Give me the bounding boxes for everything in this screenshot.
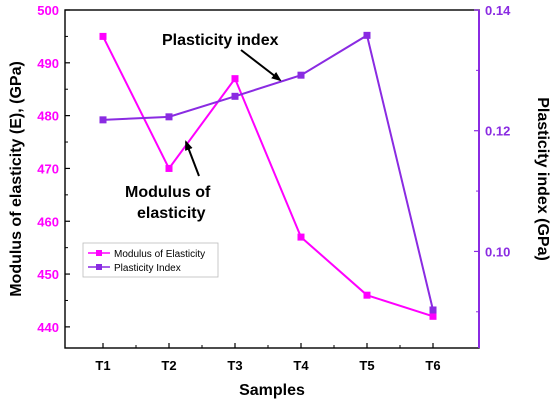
x-axis-title: Samples [239, 382, 305, 399]
modulus-of-elasticity-point [363, 291, 371, 299]
legend-marker-modulus [96, 250, 102, 256]
left-axis-title: Modulus of elasticity (E), (GPa) [8, 61, 25, 297]
right-axis-title: Plasticity index (GPa) [534, 97, 550, 261]
x-axis-ticks: T1 T2 T3 T4 T5 T6 [95, 343, 441, 373]
x-tick-label: T5 [359, 358, 374, 373]
left-tick-label: 450 [37, 267, 59, 282]
modulus-annotation-line-2: elasticity [137, 205, 206, 222]
plasticity-index-line [102, 33, 434, 311]
plot-frame [64, 9, 480, 349]
plasticity-index-point [231, 92, 239, 100]
x-tick-label: T1 [95, 358, 110, 373]
modulus-arrow [185, 140, 200, 177]
x-tick-label: T6 [425, 358, 440, 373]
left-tick-label: 470 [37, 161, 59, 176]
plasticity-index-point [429, 306, 437, 314]
legend-label-modulus: Modulus of Elasticity [114, 249, 205, 260]
plasticity-index-point [297, 71, 305, 79]
x-tick-label: T4 [293, 358, 309, 373]
modulus-annotation-line-1: Modulus of [125, 184, 211, 201]
legend-label-plasticity: Plasticity Index [114, 263, 181, 274]
modulus-of-elasticity-point [99, 32, 107, 40]
left-tick-label: 490 [37, 56, 59, 71]
plasticity-index-point [165, 113, 173, 121]
x-tick-label: T2 [161, 358, 176, 373]
legend: Modulus of Elasticity Plasticity Index [82, 242, 219, 278]
right-axis-ticks: 0.10 0.12 0.14 [474, 3, 511, 313]
right-tick-label: 0.12 [485, 124, 510, 139]
plasticity-index-annotation: Plasticity index [162, 32, 279, 49]
x-tick-label: T3 [227, 358, 242, 373]
left-tick-label: 480 [37, 109, 59, 124]
left-tick-label: 460 [37, 214, 59, 229]
plasticity-index-point [363, 31, 371, 39]
modulus-of-elasticity-point [231, 75, 239, 83]
plasticity-index-arrow [240, 49, 282, 82]
left-tick-label: 500 [37, 3, 59, 18]
modulus-of-elasticity-line [102, 35, 434, 318]
series-layer [99, 31, 437, 320]
right-tick-label: 0.10 [485, 244, 510, 259]
left-axis-ticks: 440 450 460 470 480 490 500 [37, 3, 70, 335]
left-tick-label: 440 [37, 320, 59, 335]
legend-marker-plasticity [96, 264, 102, 270]
modulus-of-elasticity-point [165, 164, 173, 172]
right-tick-label: 0.14 [485, 3, 511, 18]
modulus-of-elasticity-point [297, 233, 305, 241]
modulus-of-elasticity-point [429, 312, 437, 320]
plasticity-index-point [99, 116, 107, 124]
legend-box [82, 242, 219, 278]
